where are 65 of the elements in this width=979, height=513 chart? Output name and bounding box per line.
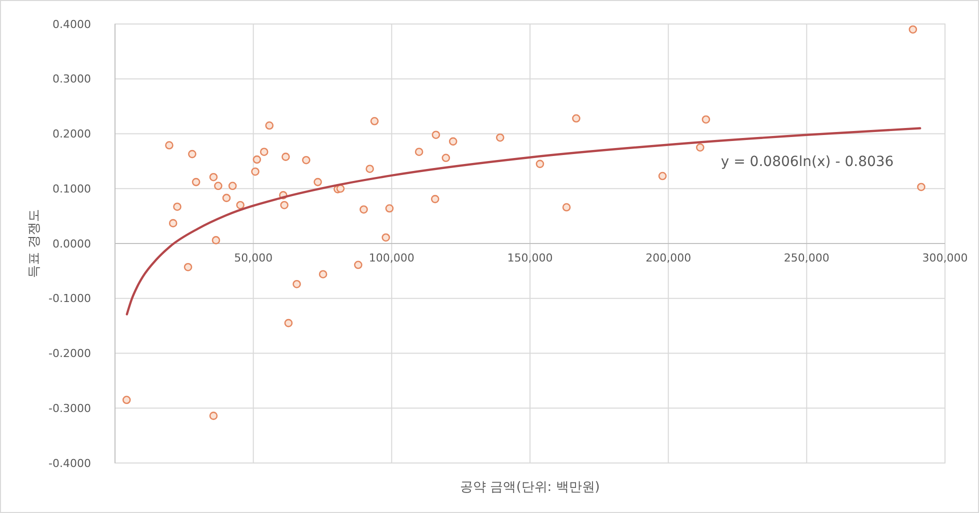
point <box>702 115 710 124</box>
point <box>448 137 458 146</box>
point <box>302 156 310 164</box>
point <box>252 155 262 164</box>
point <box>562 203 571 212</box>
point <box>184 262 192 272</box>
y-tick-label: 0.2000 <box>52 128 91 141</box>
point <box>192 178 200 186</box>
point <box>292 280 301 288</box>
point <box>382 233 390 242</box>
y-tick-label: -0.1000 <box>48 292 91 306</box>
y-tick-label: -0.3000 <box>48 402 91 415</box>
point <box>251 167 260 176</box>
point <box>236 200 244 210</box>
point <box>414 148 424 156</box>
y-tick-label: 0.0000 <box>52 237 91 250</box>
y-tick-label: -0.4000 <box>48 456 91 470</box>
point <box>385 204 394 213</box>
point <box>354 260 362 270</box>
point <box>173 202 182 211</box>
point <box>336 184 345 193</box>
x-tick-label: 300,000 <box>922 252 968 264</box>
point <box>228 182 237 190</box>
point <box>122 396 131 404</box>
point <box>168 219 178 228</box>
x-tick-label: 150,000 <box>507 252 553 264</box>
point <box>260 148 268 156</box>
point <box>209 412 218 420</box>
y-tick-label: 0.1000 <box>52 182 91 196</box>
point <box>280 200 288 210</box>
line-series <box>126 127 922 316</box>
point <box>496 133 504 142</box>
x-axis-title: 공약 금액(단위: 백만원) <box>460 480 600 495</box>
point <box>430 194 440 204</box>
point <box>222 194 231 202</box>
point <box>282 152 290 161</box>
point <box>360 205 368 214</box>
point <box>212 236 220 244</box>
point <box>696 143 704 152</box>
point <box>432 130 440 139</box>
point <box>165 141 174 150</box>
annotation: y = 0.0806ln(x) - 0.8036 <box>720 154 894 170</box>
x-tick-label: 50,000 <box>234 252 273 264</box>
point <box>442 154 450 162</box>
point <box>188 150 196 158</box>
y-tick-label: 0.3000 <box>52 72 91 86</box>
point <box>370 116 379 126</box>
point <box>908 25 918 34</box>
point <box>917 182 926 192</box>
y-tick-label: 0.4000 <box>52 18 91 31</box>
point <box>572 114 580 123</box>
point <box>366 164 374 174</box>
y-tick-label: -0.2000 <box>48 347 91 360</box>
x-tick-label: 200,000 <box>646 252 692 264</box>
x-tick-label: 100,000 <box>368 252 414 264</box>
point <box>214 182 222 190</box>
point <box>536 160 544 168</box>
point <box>318 270 328 278</box>
point <box>265 121 274 130</box>
point <box>209 172 218 182</box>
point <box>314 178 322 186</box>
point <box>284 318 293 328</box>
y-axis-title: 득표 경쟁도 <box>27 208 42 278</box>
point <box>658 172 667 180</box>
x-tick-label: 250,000 <box>784 252 830 264</box>
